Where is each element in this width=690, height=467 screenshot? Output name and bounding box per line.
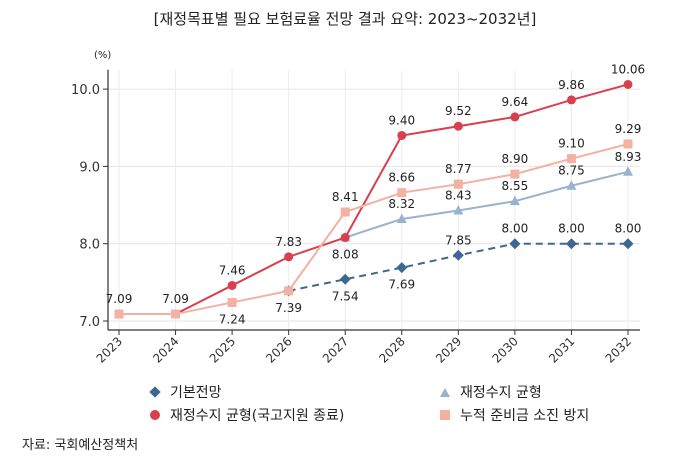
data-point: [566, 154, 576, 164]
x-tick-label: 2029: [433, 334, 464, 365]
data-point: [340, 207, 350, 217]
data-label: 7.09: [162, 292, 189, 306]
data-point: [396, 213, 407, 223]
data-label: 7.54: [332, 289, 359, 303]
series-line: [119, 143, 629, 316]
data-label: 7.46: [219, 263, 246, 277]
data-label: 9.40: [388, 113, 415, 127]
data-label: 8.90: [502, 152, 529, 166]
data-point: [284, 286, 294, 296]
data-label: 9.10: [558, 137, 585, 151]
data-point: [339, 273, 351, 285]
data-point: [622, 238, 634, 250]
data-label: 7.09: [106, 292, 133, 306]
data-point: [509, 238, 521, 250]
data-label: 8.00: [502, 222, 529, 236]
x-tick-label: 2028: [376, 334, 407, 365]
data-point: [284, 252, 294, 262]
x-tick-label: 2027: [320, 334, 351, 365]
data-label: 9.29: [615, 122, 642, 136]
data-point: [397, 130, 407, 140]
data-point: [227, 280, 237, 290]
legend-item-fiscal-balance: 재정수지 균형: [440, 382, 542, 402]
y-tick-label: 10.0: [71, 83, 100, 98]
y-tick-label: 8.0: [79, 238, 100, 253]
data-point: [397, 188, 407, 198]
data-point: [227, 297, 237, 307]
data-label: 8.66: [388, 171, 415, 185]
data-label: 7.24: [219, 312, 246, 326]
data-label: 7.39: [275, 301, 302, 315]
data-point: [114, 309, 124, 319]
circle-icon: [150, 410, 160, 420]
data-label: 8.93: [615, 150, 642, 164]
x-tick-label: 2031: [546, 334, 577, 365]
data-label: 9.64: [502, 95, 529, 109]
series-line: [344, 170, 629, 239]
legend-label: 기본전망: [170, 385, 222, 401]
data-label: 7.83: [275, 235, 302, 249]
x-tick-label: 2030: [490, 334, 521, 365]
data-point: [452, 249, 464, 261]
x-tick-label: 2025: [207, 334, 238, 365]
data-point: [623, 166, 633, 176]
data-label: 9.52: [445, 104, 472, 118]
x-tick-label: 2023: [94, 334, 125, 365]
legend-item-fiscal-balance-no-subsidy: 재정수지 균형(국고지원 종료): [150, 405, 344, 425]
y-unit-label: (%): [94, 50, 112, 61]
data-point: [623, 139, 633, 149]
legend-label: 재정수지 균형: [460, 385, 542, 401]
data-label: 8.32: [388, 197, 415, 211]
data-point: [396, 262, 408, 274]
data-point: [340, 233, 350, 243]
legend-item-reserve-depletion: 누적 준비금 소진 방지: [440, 405, 589, 425]
data-point: [453, 121, 463, 131]
data-label: 8.00: [615, 222, 642, 236]
y-tick-label: 7.0: [79, 315, 100, 330]
data-label: 10.06: [611, 62, 645, 76]
y-tick-label: 9.0: [79, 160, 100, 175]
legend-label: 누적 준비금 소진 방지: [460, 408, 590, 424]
data-point: [566, 95, 576, 105]
source-note: 자료: 국회예산정책처: [22, 438, 139, 453]
data-label: 8.75: [558, 164, 585, 178]
legend-label: 재정수지 균형(국고지원 종료): [170, 408, 345, 424]
data-point: [565, 238, 577, 250]
data-point: [510, 112, 520, 122]
data-label: 8.41: [332, 190, 359, 204]
data-label: 8.08: [332, 248, 359, 262]
x-tick-label: 2032: [603, 334, 634, 365]
legend-item-baseline: 기본전망: [149, 382, 222, 402]
diamond-icon: [149, 386, 161, 398]
data-label: 9.86: [558, 78, 585, 92]
data-label: 8.00: [558, 222, 585, 236]
data-point: [623, 79, 633, 89]
data-label: 7.85: [445, 233, 472, 247]
data-point: [453, 179, 463, 189]
data-point: [509, 195, 520, 206]
data-label: 8.55: [502, 179, 529, 193]
x-tick-label: 2026: [263, 334, 294, 365]
chart-title: [재정목표별 필요 보험료율 전망 결과 요약: 2023~2032년]: [153, 10, 537, 28]
triangle-icon: [440, 387, 450, 397]
series-line: [119, 83, 629, 316]
data-point: [171, 309, 181, 319]
data-label: 8.77: [445, 162, 472, 176]
data-point: [566, 180, 577, 190]
data-label: 7.69: [388, 278, 415, 292]
square-icon: [440, 410, 450, 420]
data-point: [510, 169, 520, 179]
data-label: 8.43: [445, 188, 472, 202]
data-point: [453, 204, 464, 215]
x-tick-label: 2024: [150, 334, 181, 365]
